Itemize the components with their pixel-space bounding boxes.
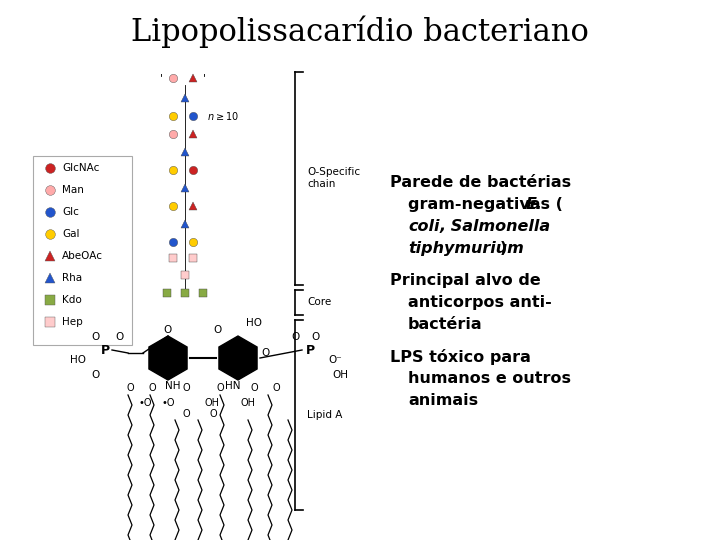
- Text: O: O: [182, 409, 190, 419]
- Text: NH: NH: [166, 381, 181, 391]
- Text: Parede de bactérias: Parede de bactérias: [390, 175, 571, 190]
- Text: ': ': [203, 73, 206, 83]
- Text: HO: HO: [70, 355, 86, 365]
- Text: OH: OH: [204, 398, 220, 408]
- Text: •O: •O: [138, 398, 152, 408]
- Text: O: O: [91, 332, 99, 342]
- FancyBboxPatch shape: [33, 156, 132, 345]
- Text: O: O: [164, 325, 172, 335]
- Text: Hep: Hep: [62, 317, 83, 327]
- Text: gram-negativas (: gram-negativas (: [408, 197, 563, 212]
- Text: O: O: [148, 383, 156, 393]
- Text: LPS tóxico para: LPS tóxico para: [390, 349, 531, 365]
- Text: O: O: [116, 332, 124, 342]
- Text: anticorpos anti-: anticorpos anti-: [408, 295, 552, 310]
- Text: bactéria: bactéria: [408, 317, 482, 332]
- Text: P: P: [305, 343, 315, 356]
- Text: tiphymurium: tiphymurium: [408, 241, 523, 256]
- Text: Lipopolissacarídio bacteriano: Lipopolissacarídio bacteriano: [131, 16, 589, 48]
- Text: O: O: [216, 383, 224, 393]
- Text: OH: OH: [240, 398, 256, 408]
- Text: $n\geq10$: $n\geq10$: [207, 110, 239, 122]
- Text: HO: HO: [246, 318, 262, 328]
- Text: O: O: [214, 325, 222, 335]
- Text: , Salmonella: , Salmonella: [440, 219, 551, 234]
- Text: ': ': [160, 73, 163, 83]
- Text: HN: HN: [225, 381, 240, 391]
- Text: Principal alvo de: Principal alvo de: [390, 273, 541, 288]
- Text: O: O: [291, 332, 299, 342]
- Text: O-Specific
chain: O-Specific chain: [307, 167, 360, 189]
- Text: O: O: [182, 383, 190, 393]
- Text: ): ): [500, 241, 508, 256]
- Polygon shape: [219, 336, 257, 380]
- Text: AbeOAc: AbeOAc: [62, 251, 103, 261]
- Text: O: O: [262, 348, 270, 358]
- Text: Kdo: Kdo: [62, 295, 82, 305]
- Text: O: O: [210, 409, 217, 419]
- Text: Lipid A: Lipid A: [307, 410, 343, 420]
- Text: O⁻: O⁻: [328, 355, 342, 365]
- Polygon shape: [149, 336, 187, 380]
- Text: Gal: Gal: [62, 229, 79, 239]
- Text: GlcNAc: GlcNAc: [62, 163, 99, 173]
- Text: O: O: [250, 383, 258, 393]
- Text: Rha: Rha: [62, 273, 82, 283]
- Text: P: P: [100, 343, 109, 356]
- Text: O: O: [272, 383, 280, 393]
- Text: humanos e outros: humanos e outros: [408, 371, 571, 386]
- Text: •O: •O: [161, 398, 175, 408]
- Text: OH: OH: [332, 370, 348, 380]
- Text: coli: coli: [408, 219, 439, 234]
- Text: Man: Man: [62, 185, 84, 195]
- Text: O: O: [311, 332, 319, 342]
- Text: animais: animais: [408, 393, 478, 408]
- Text: E.: E.: [526, 197, 543, 212]
- Text: Core: Core: [307, 297, 331, 307]
- Text: O: O: [126, 383, 134, 393]
- Text: Glc: Glc: [62, 207, 79, 217]
- Text: O: O: [91, 370, 99, 380]
